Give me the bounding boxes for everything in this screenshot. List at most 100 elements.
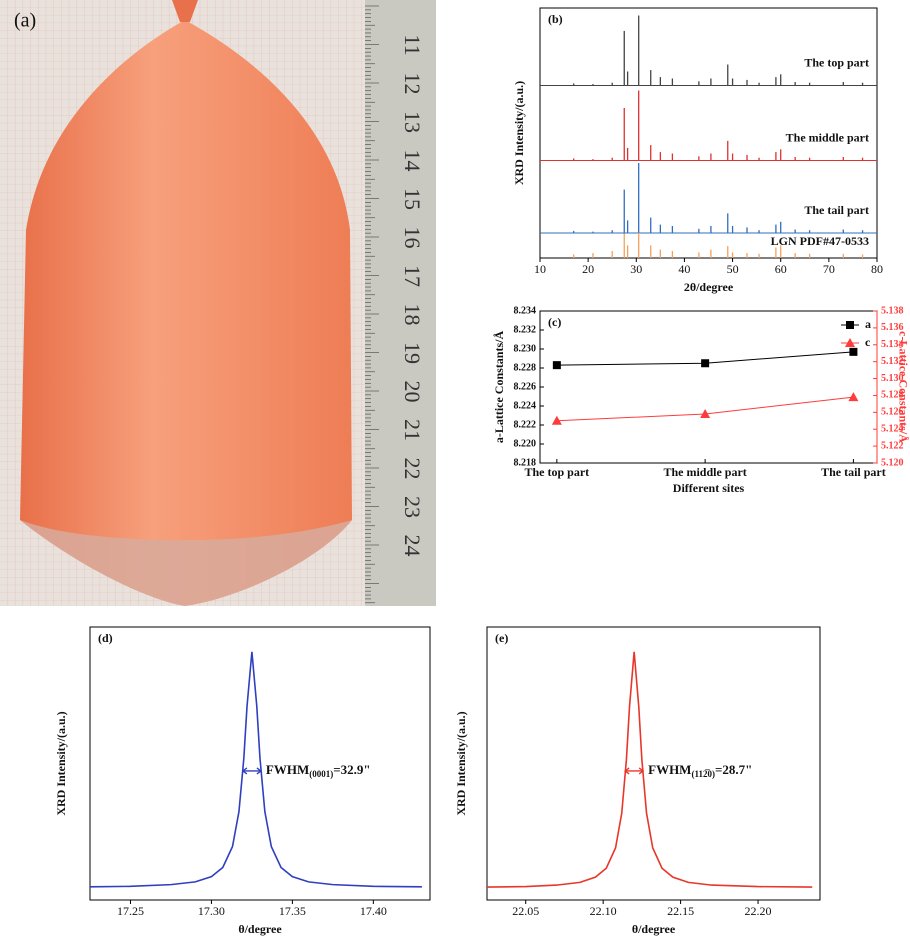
legend-marker xyxy=(845,338,855,347)
y-axis-label: a-Lattice Constants/Å xyxy=(492,331,506,444)
fwhm-text: FWHM xyxy=(266,762,309,777)
panel-label: (d) xyxy=(98,631,113,645)
ruler-label: 23 xyxy=(400,496,425,518)
fwhm-arrowheads xyxy=(241,767,262,775)
ruler-label: 14 xyxy=(400,150,425,172)
fwhm-text: FWHM xyxy=(648,762,691,777)
ruler-label: 19 xyxy=(400,342,425,364)
y-tick-label: 8.224 xyxy=(514,400,537,411)
x-tick-label: 80 xyxy=(871,262,883,276)
x-axis-label: 2θ/degree xyxy=(684,280,734,294)
y2-tick-label: 5.120 xyxy=(881,457,904,468)
x-tick-label: 17.30 xyxy=(198,904,225,918)
x-axis-label: θ/degree xyxy=(238,922,282,936)
y2-tick-label: 5.134 xyxy=(881,339,904,350)
x-tick-label: 22.15 xyxy=(667,904,694,918)
ruler-label: 17 xyxy=(400,265,425,287)
data-point xyxy=(700,409,711,419)
y2-tick-label: 5.138 xyxy=(881,305,904,316)
x-tick-label: 22.05 xyxy=(512,904,539,918)
fwhm-annotation: FWHM(112̅0)=28.7" xyxy=(648,762,752,779)
crystal-tail xyxy=(20,520,352,606)
panel-label: (b) xyxy=(548,12,563,26)
ruler-label: 21 xyxy=(400,419,425,441)
ruler xyxy=(365,0,436,606)
x-tick-label: 40 xyxy=(678,262,690,276)
series-label: The tail part xyxy=(804,203,869,217)
series-label: The top part xyxy=(804,55,869,69)
y2-tick-label: 5.136 xyxy=(881,322,904,333)
fwhm-subscript: (112̅0) xyxy=(691,769,715,779)
legend-marker xyxy=(846,321,854,329)
ruler-label: 18 xyxy=(400,304,425,326)
y-tick-label: 8.222 xyxy=(514,419,537,430)
series-label: The middle part xyxy=(786,130,869,144)
crystal xyxy=(20,20,352,606)
plot-frame xyxy=(89,626,431,901)
x-tick-label: 17.40 xyxy=(360,904,387,918)
y-axis-label: XRD Intensity/(a.u.) xyxy=(454,711,468,815)
y2-tick-label: 5.128 xyxy=(881,390,904,401)
y2-tick-label: 5.122 xyxy=(881,440,904,451)
ruler-ticks: 11 12 13 14 15 16 17 18 19 20 21 22 23 24 xyxy=(365,5,425,604)
x-tick-label: 17.25 xyxy=(117,904,144,918)
data-point xyxy=(551,415,562,425)
photo-panel: 11 12 13 14 15 16 17 18 19 20 21 22 23 24 (a) xyxy=(0,0,436,606)
x-tick-label: 30 xyxy=(630,262,642,276)
fwhm-value: =32.9" xyxy=(333,762,370,777)
ruler-label: 13 xyxy=(400,111,425,133)
y-tick-label: 8.232 xyxy=(514,324,537,335)
x-tick-label: The middle part xyxy=(663,465,746,479)
series-label: LGN PDF#47-0533 xyxy=(771,234,869,248)
y-tick-label: 8.226 xyxy=(514,381,537,392)
x-tick-label: 22.20 xyxy=(745,904,772,918)
ruler-label: 16 xyxy=(400,227,425,249)
data-point xyxy=(849,347,858,356)
curve xyxy=(486,651,813,888)
plot-frame xyxy=(486,626,821,901)
y2-tick-label: 5.126 xyxy=(881,407,904,418)
x-tick-label: The top part xyxy=(525,465,590,479)
x-axis-label: Different sites xyxy=(673,481,745,495)
y2-tick-label: 5.132 xyxy=(881,356,904,367)
fwhm-value: =28.7" xyxy=(715,762,752,777)
panel-label: (c) xyxy=(548,315,561,329)
panel-label: (e) xyxy=(495,631,508,645)
fwhm-arrowheads xyxy=(624,767,645,775)
y2-tick-label: 5.130 xyxy=(881,373,904,384)
y-axis-label: XRD Intensity/(a.u.) xyxy=(512,81,526,185)
y-axis-label: XRD Intensity/(a.u.) xyxy=(54,711,68,815)
fwhm-subscript: (0001) xyxy=(309,769,333,779)
x-tick-label: 70 xyxy=(823,262,835,276)
y-tick-label: 8.228 xyxy=(514,362,537,373)
ruler-label: 22 xyxy=(400,458,425,480)
ruler-label: 11 xyxy=(400,34,425,55)
data-point xyxy=(552,361,561,370)
plot-frame xyxy=(539,7,878,259)
fwhm-annotation: FWHM(0001)=32.9" xyxy=(266,762,371,779)
x-tick-label: 17.35 xyxy=(279,904,306,918)
y-tick-label: 8.220 xyxy=(514,438,537,449)
crystal-seed xyxy=(172,0,198,22)
x-tick-label: 50 xyxy=(727,262,739,276)
ruler-label: 20 xyxy=(400,381,425,403)
x-tick-label: 60 xyxy=(775,262,787,276)
ruler-label: 15 xyxy=(400,188,425,210)
x-tick-label: 22.10 xyxy=(590,904,617,918)
y-tick-label: 8.218 xyxy=(514,457,537,468)
legend-label: c xyxy=(865,335,871,349)
y-tick-label: 8.230 xyxy=(514,343,537,354)
ruler-label: 12 xyxy=(400,73,425,95)
y2-axis-label: c-Lattice Constants/Å xyxy=(896,331,910,443)
y-tick-label: 8.234 xyxy=(514,305,537,316)
y2-tick-label: 5.124 xyxy=(881,424,904,435)
panel-label: (a) xyxy=(14,10,36,32)
legend-label: a xyxy=(865,317,871,331)
data-point xyxy=(848,392,859,402)
plot-frame xyxy=(539,310,878,464)
data-point xyxy=(701,359,710,368)
curve xyxy=(89,651,422,888)
x-tick-label: 10 xyxy=(534,262,546,276)
x-tick-label: The tail part xyxy=(821,465,886,479)
